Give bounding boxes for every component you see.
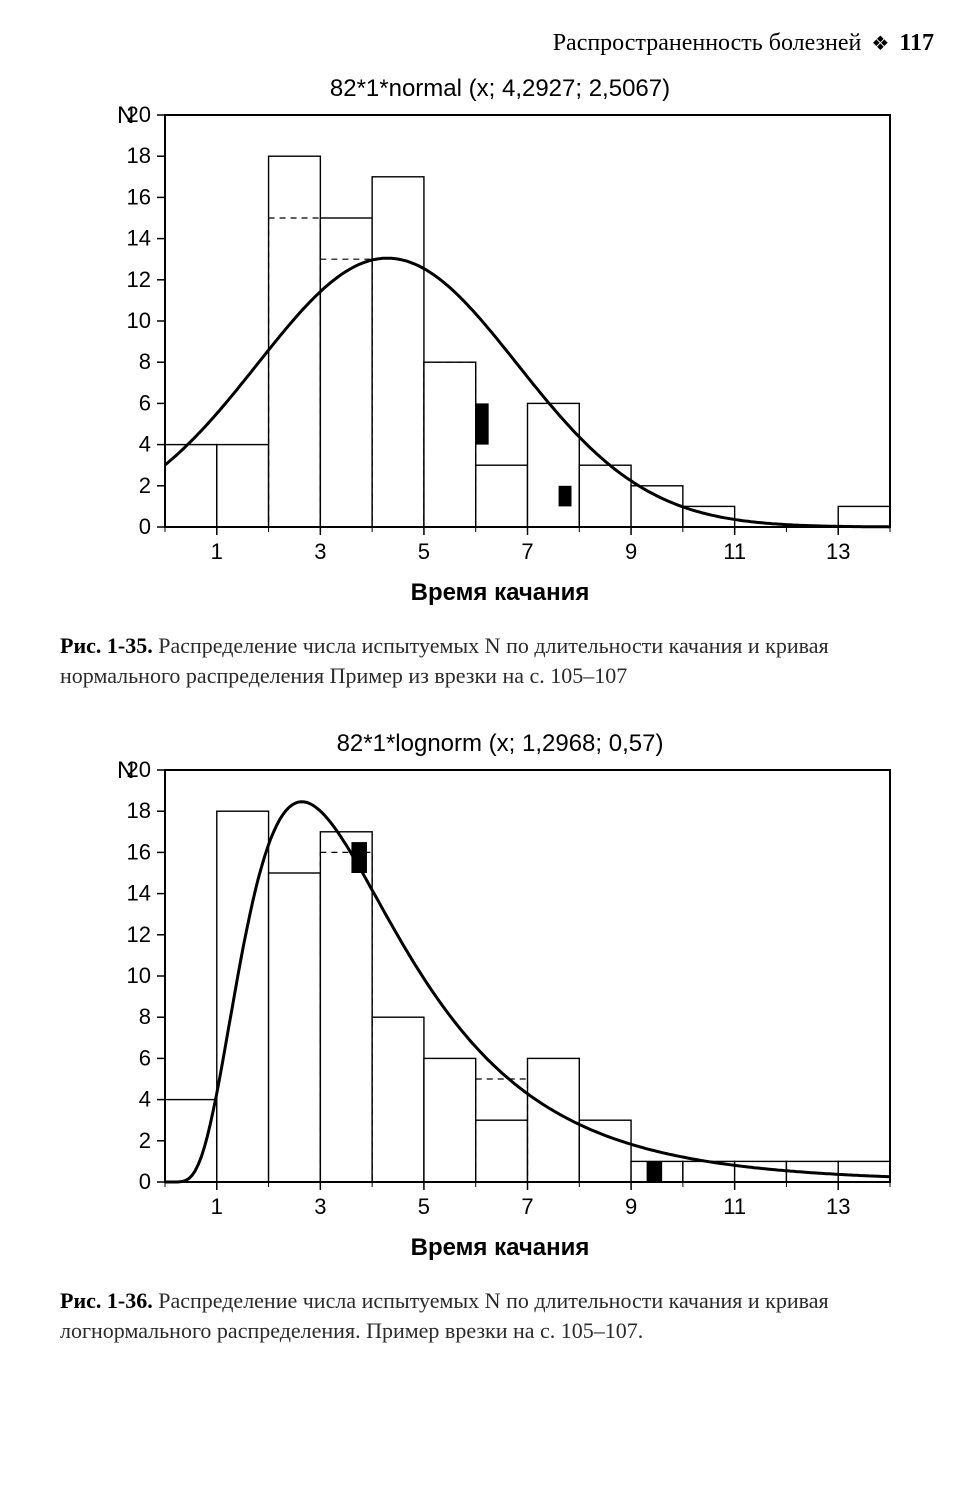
svg-text:9: 9 xyxy=(625,539,637,564)
figure2-title: 82*1*lognorm (x; 1,2968; 0,57) xyxy=(90,730,910,758)
svg-text:3: 3 xyxy=(314,1194,326,1219)
svg-text:11: 11 xyxy=(723,539,746,564)
caption1-label: Рис. 1-35. xyxy=(60,633,153,658)
dingbat-icon: ❖ xyxy=(867,33,893,55)
svg-text:18: 18 xyxy=(127,143,151,168)
page-number: 117 xyxy=(899,30,934,56)
svg-text:10: 10 xyxy=(127,963,151,988)
caption1-text: Распределение числа испытуемых N по длит… xyxy=(60,633,829,688)
svg-text:N: N xyxy=(117,760,134,784)
svg-text:16: 16 xyxy=(127,840,151,865)
svg-text:0: 0 xyxy=(139,1169,151,1194)
svg-text:7: 7 xyxy=(521,1194,533,1219)
svg-text:5: 5 xyxy=(418,539,430,564)
svg-text:2: 2 xyxy=(139,1128,151,1153)
figure1-xlabel: Время качания xyxy=(90,579,910,607)
svg-text:1: 1 xyxy=(211,539,223,564)
svg-text:13: 13 xyxy=(826,539,850,564)
figure1-svg: 02468101214161820135791113N xyxy=(90,105,910,575)
svg-text:16: 16 xyxy=(127,184,151,209)
svg-text:2: 2 xyxy=(139,473,151,498)
svg-text:14: 14 xyxy=(127,881,151,906)
svg-text:4: 4 xyxy=(139,1087,151,1112)
figure2-xlabel: Время качания xyxy=(90,1234,910,1262)
caption-1-35: Рис. 1-35. Распределение числа испытуемы… xyxy=(60,631,934,690)
svg-text:12: 12 xyxy=(127,922,151,947)
svg-text:6: 6 xyxy=(139,390,151,415)
caption-1-36: Рис. 1-36. Распределение числа испытуемы… xyxy=(60,1286,934,1345)
svg-text:14: 14 xyxy=(127,226,151,251)
svg-text:0: 0 xyxy=(139,514,151,539)
caption2-label: Рис. 1-36. xyxy=(60,1288,153,1313)
svg-text:18: 18 xyxy=(127,799,151,824)
figure1-title: 82*1*normal (x; 4,2927; 2,5067) xyxy=(90,75,910,103)
figure2-svg: 02468101214161820135791113N xyxy=(90,760,910,1230)
svg-text:12: 12 xyxy=(127,267,151,292)
svg-text:6: 6 xyxy=(139,1046,151,1071)
svg-text:9: 9 xyxy=(625,1194,637,1219)
svg-text:1: 1 xyxy=(211,1194,223,1219)
svg-text:5: 5 xyxy=(418,1194,430,1219)
section-title: Распространенность болезней xyxy=(553,30,862,56)
caption2-text: Распределение числа испытуемых N по длит… xyxy=(60,1288,829,1343)
svg-text:8: 8 xyxy=(139,349,151,374)
figure-1-35: 82*1*normal (x; 4,2927; 2,5067) 0 2 4 6 8 10 1… xyxy=(90,75,910,607)
svg-text:11: 11 xyxy=(723,1194,746,1219)
svg-text:8: 8 xyxy=(139,1005,151,1030)
svg-text:7: 7 xyxy=(521,539,533,564)
running-head: Распространенность болезней ❖ 117 xyxy=(60,30,934,57)
svg-text:4: 4 xyxy=(139,432,151,457)
svg-text:N: N xyxy=(117,105,134,129)
svg-text:3: 3 xyxy=(314,539,326,564)
svg-text:13: 13 xyxy=(826,1194,850,1219)
figure-1-36: 82*1*lognorm (x; 1,2968; 0,57) 0 2 4 6 8 10 12… xyxy=(90,730,910,1262)
svg-text:10: 10 xyxy=(127,308,151,333)
